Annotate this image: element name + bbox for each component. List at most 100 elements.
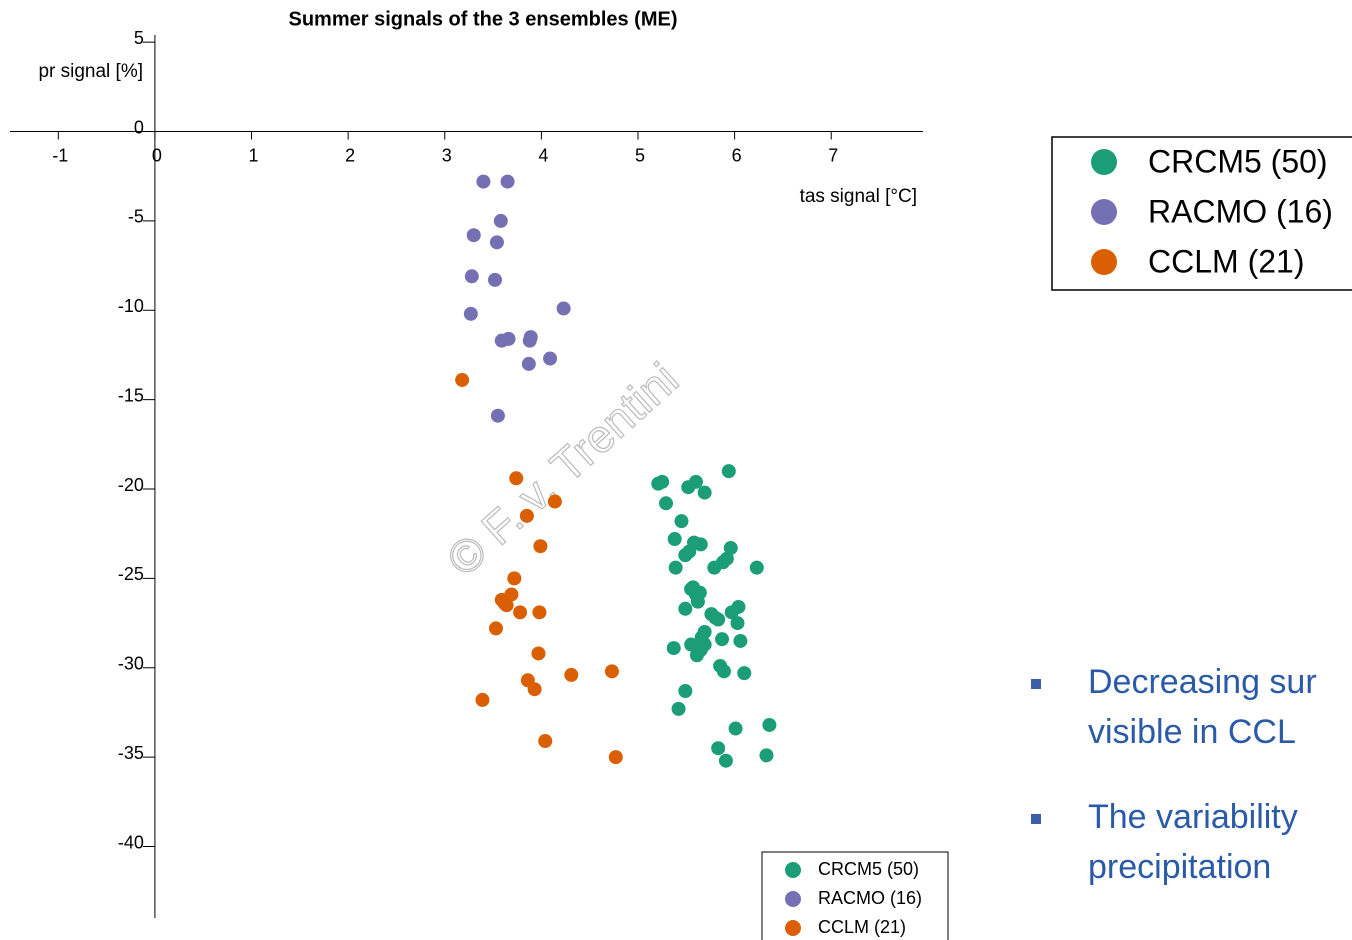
point (490, 408, 505, 423)
point (721, 464, 736, 479)
point (697, 485, 712, 500)
point (655, 474, 670, 489)
point (494, 333, 509, 348)
point (519, 508, 534, 523)
x-tick-label: 1 (249, 145, 259, 165)
point (723, 540, 738, 555)
watermark: © F. v. Trentini (437, 352, 688, 586)
point (659, 496, 674, 511)
y-tick-label: -40 (118, 832, 144, 852)
point (509, 471, 524, 486)
point (604, 664, 619, 679)
point (666, 641, 681, 656)
chart-title: Summer signals of the 3 ensembles (ME) (289, 8, 678, 30)
point (724, 605, 739, 620)
big-legend-label: RACMO (16) (1148, 193, 1333, 229)
point (749, 560, 764, 575)
point (522, 333, 537, 348)
point (532, 605, 547, 620)
point (690, 594, 705, 609)
point (533, 539, 548, 554)
y-tick-label: 5 (134, 28, 144, 48)
y-tick-label: -30 (118, 654, 144, 674)
point (463, 306, 478, 321)
x-tick-label: 2 (345, 145, 355, 165)
point (678, 683, 693, 698)
legend-label: CRCM5 (50) (818, 859, 919, 879)
big-legend-label: CRCM5 (50) (1148, 143, 1328, 179)
bullet-text: precipitation (1088, 848, 1271, 886)
point (708, 610, 723, 625)
point (759, 748, 774, 763)
point (733, 633, 748, 648)
point (711, 741, 726, 756)
big-legend-marker (1091, 249, 1117, 275)
legend-label: RACMO (16) (818, 888, 922, 908)
point (507, 571, 522, 586)
point (671, 701, 686, 716)
point (737, 666, 752, 681)
x-tick-label: -1 (52, 145, 68, 165)
point (500, 174, 515, 189)
point (667, 532, 682, 547)
point (531, 646, 546, 661)
x-axis-label: tas signal [°C] (800, 186, 917, 207)
x-tick-label: 6 (732, 145, 742, 165)
x-tick-label: 0 (152, 145, 162, 165)
big-legend-marker (1091, 149, 1117, 175)
point (466, 228, 481, 243)
legend-marker (785, 891, 801, 907)
point (762, 717, 777, 732)
point (493, 213, 508, 228)
y-tick-label: -25 (118, 564, 144, 584)
bullet-marker (1031, 814, 1041, 824)
point (730, 616, 745, 631)
point (694, 630, 709, 645)
point (488, 621, 503, 636)
y-tick-label: -5 (128, 207, 144, 227)
point (716, 555, 731, 570)
point (688, 474, 703, 489)
y-tick-label: -15 (118, 385, 144, 405)
point (527, 682, 542, 697)
y-tick-label: -20 (118, 475, 144, 495)
point (674, 514, 689, 529)
legend-marker (785, 862, 801, 878)
point (497, 596, 512, 611)
x-tick-label: 7 (828, 145, 838, 165)
big-legend-label: CCLM (21) (1148, 243, 1304, 279)
point (678, 601, 693, 616)
point (488, 272, 503, 287)
point (718, 753, 733, 768)
point (728, 721, 743, 736)
x-tick-label: 3 (442, 145, 452, 165)
x-tick-label: 4 (538, 145, 548, 165)
point (475, 692, 490, 707)
x-tick-label: 5 (635, 145, 645, 165)
legend-marker (785, 920, 801, 936)
point (543, 351, 558, 366)
point (476, 174, 491, 189)
point (538, 734, 553, 749)
point (715, 632, 730, 647)
big-legend-marker (1091, 199, 1117, 225)
bullet-marker (1031, 679, 1041, 689)
point (716, 664, 731, 679)
point (678, 548, 693, 563)
point (455, 372, 470, 387)
y-tick-label: -35 (118, 743, 144, 763)
bullet-text: The variability (1088, 798, 1298, 836)
bullet-text: visible in CCL (1088, 713, 1296, 751)
point (556, 301, 571, 316)
point (689, 648, 704, 663)
bullet-text: Decreasing sur (1088, 663, 1317, 701)
point (513, 605, 528, 620)
y-axis-label: pr signal [%] (38, 61, 143, 82)
point (564, 667, 579, 682)
point (693, 537, 708, 552)
point (489, 235, 504, 250)
point (668, 560, 683, 575)
legend-label: CCLM (21) (818, 917, 906, 937)
